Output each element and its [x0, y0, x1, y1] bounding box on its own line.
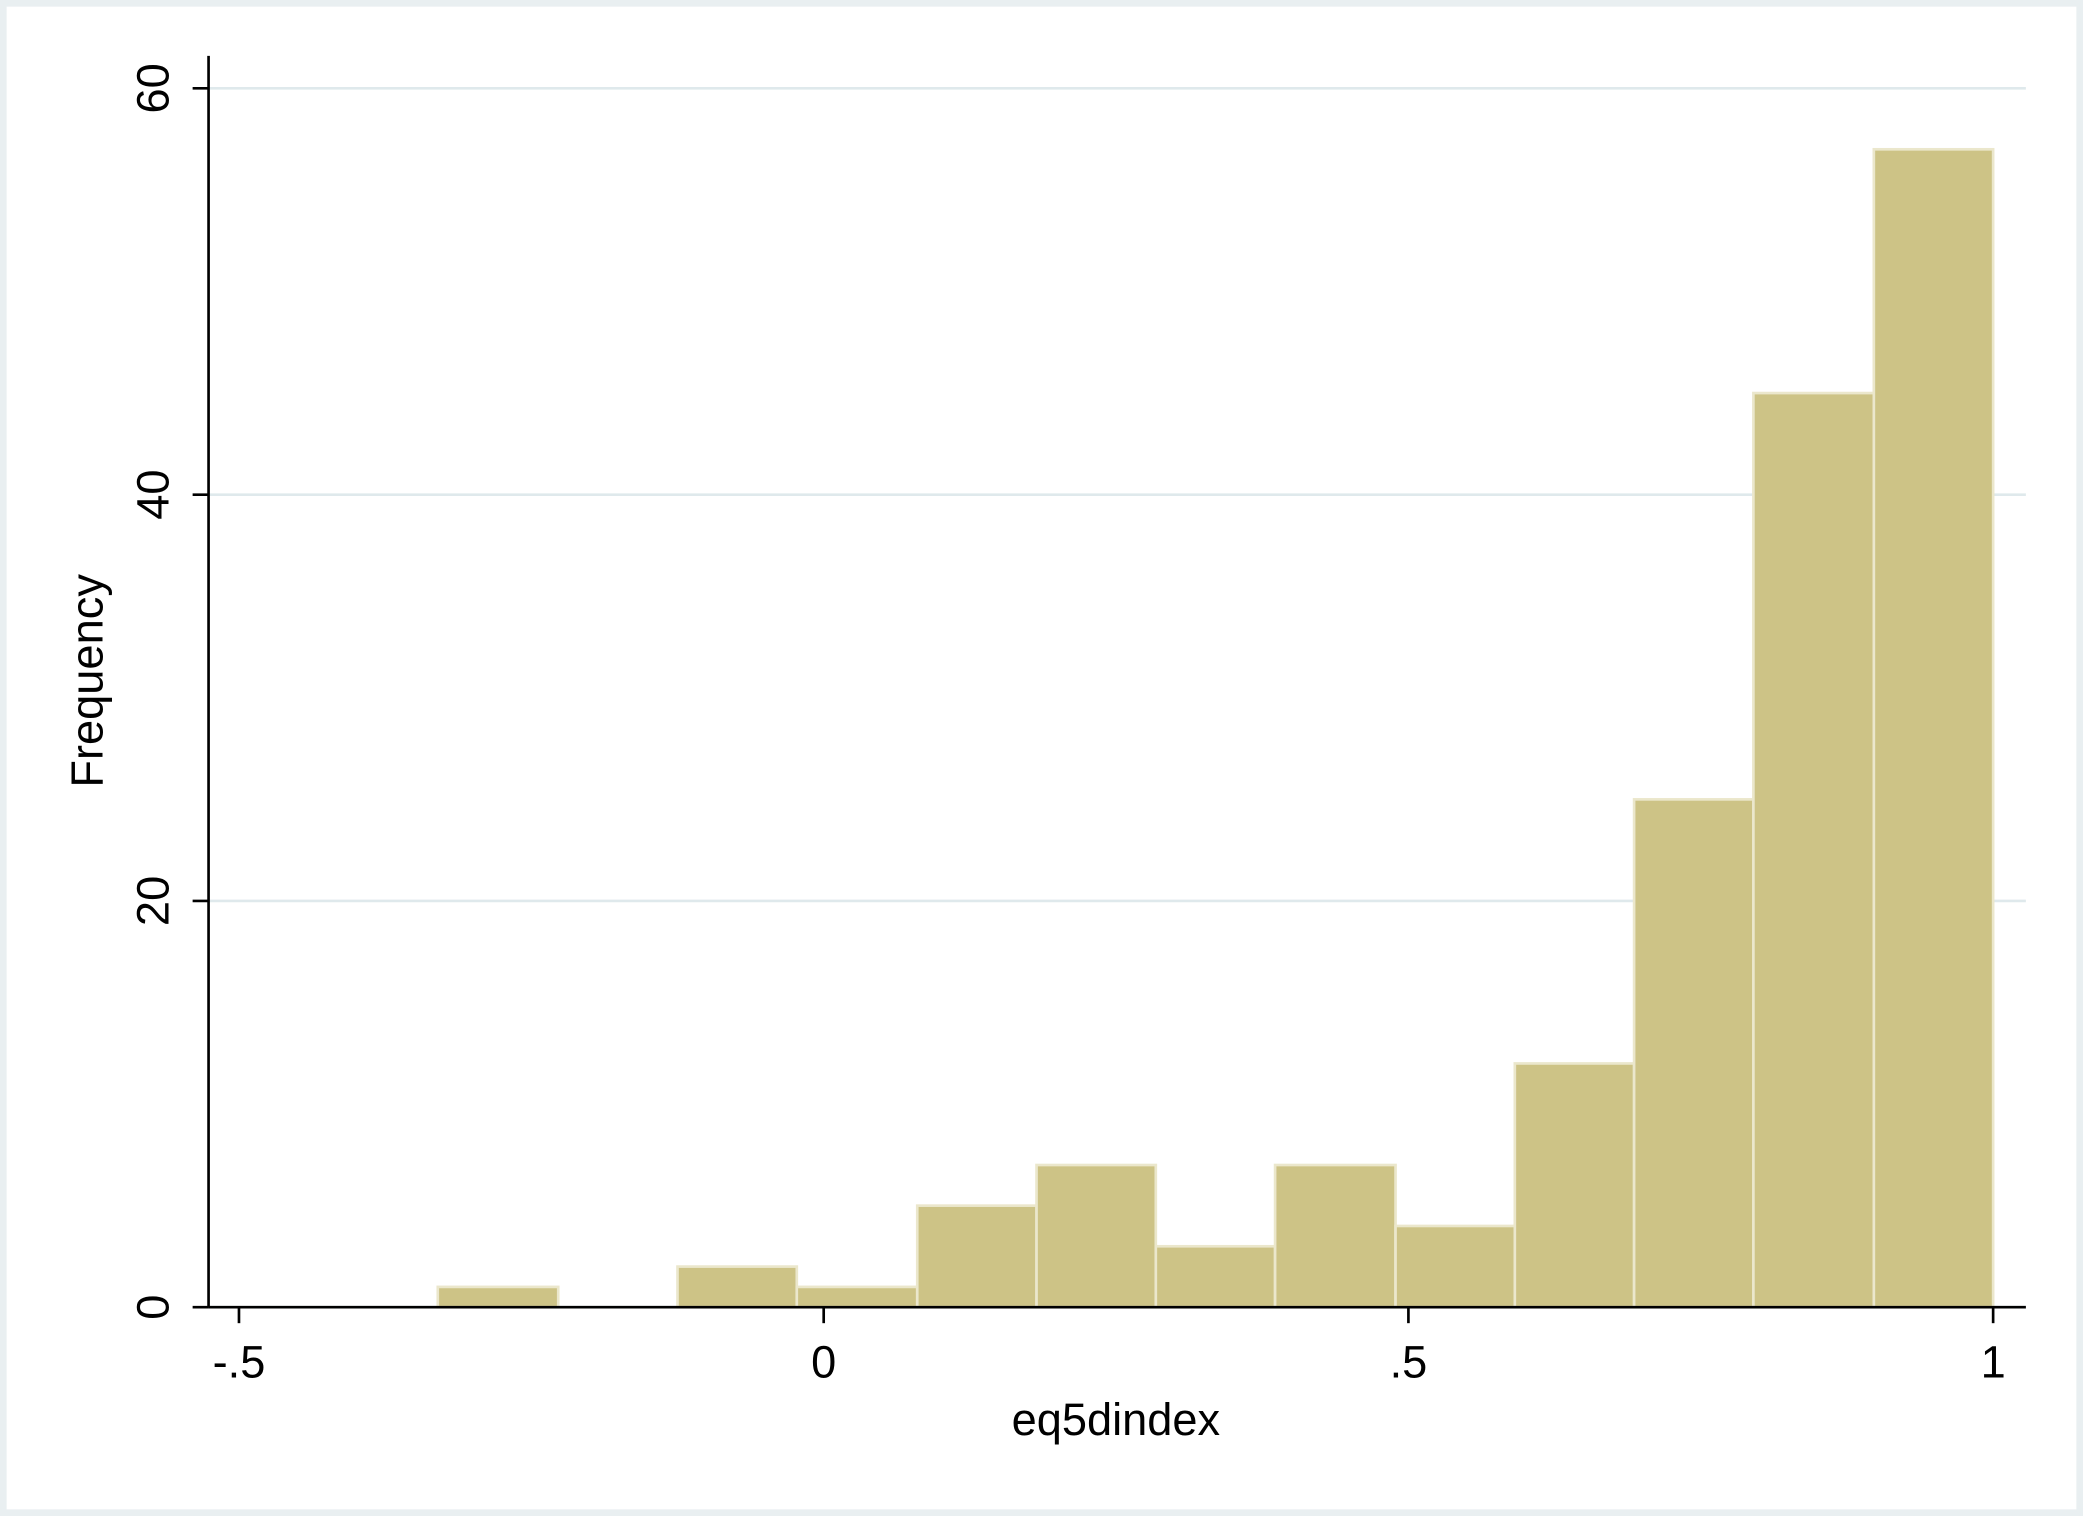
y-tick-label: 20: [128, 876, 179, 926]
x-tick-label: 1: [1981, 1337, 2006, 1388]
bar: [1273, 1163, 1397, 1309]
bar: [1872, 147, 1995, 1309]
x-tick-label: -.5: [213, 1337, 266, 1388]
y-tick-label: 60: [128, 63, 179, 113]
bar: [915, 1204, 1038, 1309]
y-tick-label: 0: [128, 1295, 179, 1320]
bar: [1752, 391, 1876, 1309]
bar: [676, 1265, 799, 1309]
bar: [1394, 1224, 1517, 1309]
bar: [1632, 798, 1755, 1309]
y-axis-title: Frequency: [61, 574, 112, 788]
x-tick-label: 0: [811, 1337, 836, 1388]
bar: [1154, 1244, 1277, 1309]
x-axis-title: eq5dindex: [1012, 1394, 1221, 1445]
bar: [1513, 1062, 1636, 1309]
bar: [436, 1285, 560, 1309]
bar: [795, 1285, 919, 1309]
y-tick-label: 40: [128, 469, 179, 519]
x-tick-label: .5: [1390, 1337, 1428, 1388]
bar: [1035, 1163, 1158, 1309]
